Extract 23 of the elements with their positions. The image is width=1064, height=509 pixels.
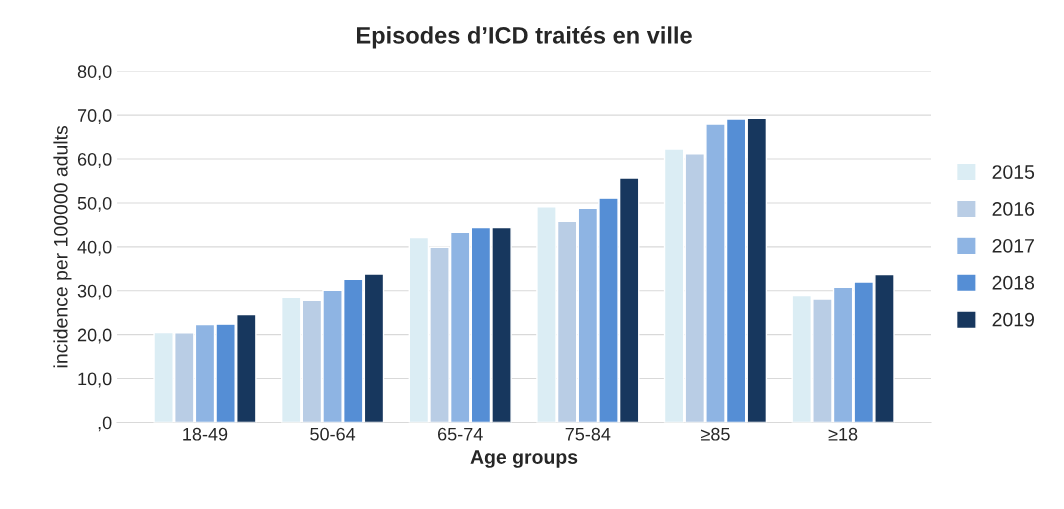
y-tick-label: ,0 (98, 416, 112, 432)
x-tick-label: 65-74 (438, 427, 483, 441)
y-tick-label: 70,0 (77, 109, 112, 125)
y-tick-label: 30,0 (77, 284, 112, 300)
chart-title: Episodes d’ICD traités en ville (357, 26, 692, 49)
x-tick-label: 18-49 (183, 427, 228, 441)
y-tick-label: 80,0 (77, 65, 112, 81)
legend-label: 2017 (992, 238, 1034, 253)
x-tick-label: ≥18 (828, 427, 858, 441)
legend-label: 2015 (992, 165, 1035, 179)
x-tick-label: ≥85 (701, 427, 730, 441)
x-tick-label: 75-84 (565, 427, 611, 441)
y-tick-label: 60,0 (77, 153, 112, 168)
y-tick-label: 10,0 (78, 372, 112, 388)
x-axis-title: Age groups (470, 450, 578, 468)
legend-label: 2019 (992, 312, 1034, 327)
y-tick-label: 40,0 (77, 240, 112, 256)
x-tick-label: 50-64 (310, 427, 356, 441)
legend-label: 2018 (992, 275, 1035, 290)
y-tick-label: 50,0 (77, 196, 112, 212)
y-axis-title: incidence per 100000 adults (53, 125, 72, 368)
y-tick-label: 20,0 (77, 328, 112, 344)
legend-label: 2016 (992, 202, 1035, 216)
